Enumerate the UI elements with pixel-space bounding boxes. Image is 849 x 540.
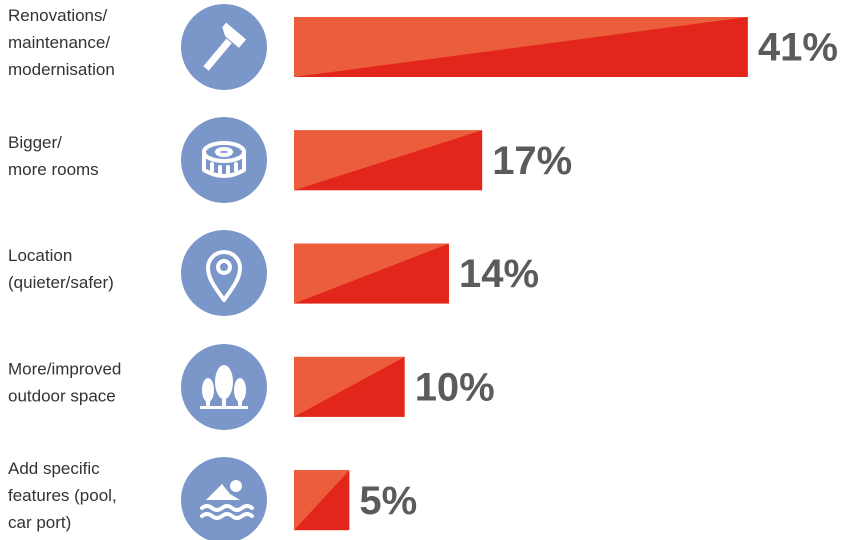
bar-highlight (294, 470, 350, 531)
category-label: Location (quieter/safer) (8, 247, 114, 293)
value-label: 5% (359, 479, 417, 523)
category-label: Renovations/maintenance/modernisation (8, 6, 115, 79)
trees-icon (200, 365, 248, 409)
value-label: 14% (459, 252, 539, 296)
category-label: More/improved outdoor space (8, 360, 121, 406)
hammer-icon (203, 22, 247, 71)
bar-highlight (294, 17, 748, 77)
value-label: 10% (415, 365, 495, 409)
value-label: 17% (492, 139, 572, 183)
bar-highlight (294, 356, 405, 417)
value-label: 41% (758, 26, 838, 70)
category-label: Bigger/more rooms (8, 133, 99, 179)
tape-icon (202, 141, 246, 178)
bar-highlight (294, 243, 449, 304)
bar-highlight (294, 130, 483, 191)
category-label: Add specific features (pool, car port) (8, 460, 117, 533)
swimmer-icon (200, 480, 254, 520)
pin-icon (206, 250, 242, 302)
icons (181, 4, 267, 540)
